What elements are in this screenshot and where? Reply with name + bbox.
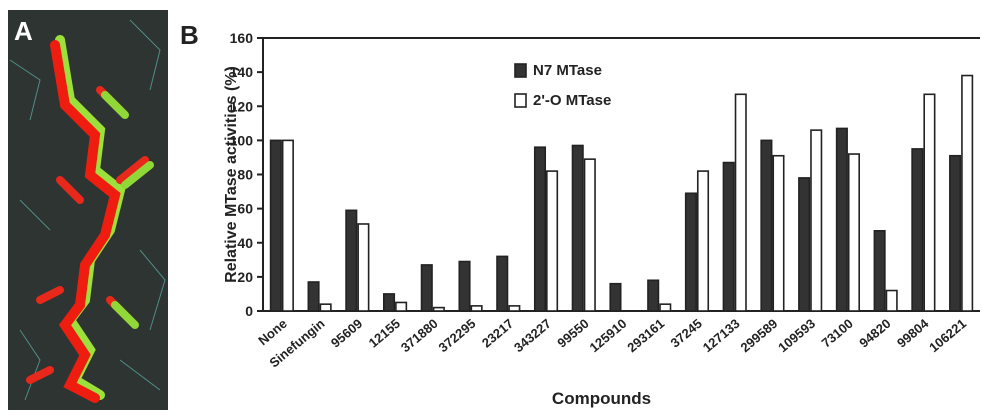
- bar: [459, 262, 469, 311]
- x-tick-label: 99550: [554, 316, 591, 351]
- y-tick-label: 0: [245, 303, 253, 319]
- x-tick-label: 37245: [668, 316, 705, 351]
- bar: [799, 178, 809, 311]
- bar: [471, 306, 481, 311]
- x-tick-label: 343227: [511, 316, 554, 355]
- bar: [358, 224, 368, 311]
- x-tick-label: 371880: [398, 316, 441, 355]
- bar: [686, 193, 696, 311]
- bar: [837, 128, 847, 311]
- bar: [886, 291, 896, 311]
- bar: [547, 171, 557, 311]
- y-tick-label: 160: [230, 30, 254, 46]
- panel-label: A: [14, 16, 33, 46]
- x-tick-label: 95609: [328, 316, 365, 351]
- bar: [384, 294, 394, 311]
- x-tick-label: 372295: [436, 316, 479, 355]
- x-tick-label: 73100: [819, 316, 856, 351]
- bar: [723, 163, 733, 311]
- panel-label: B: [180, 20, 199, 50]
- bar: [962, 76, 972, 311]
- bar: [572, 145, 582, 311]
- y-axis-title: Relative MTase activities (%): [223, 66, 240, 283]
- x-tick-label: 23217: [479, 316, 516, 351]
- bar: [434, 308, 444, 311]
- bar: [308, 282, 318, 311]
- x-tick-label: 12155: [366, 316, 403, 351]
- bar: [698, 171, 708, 311]
- x-tick-label: 293161: [624, 316, 667, 355]
- bar: [660, 304, 670, 311]
- bar: [950, 156, 960, 311]
- x-tick-label: 109593: [775, 316, 818, 355]
- x-tick-label: 299589: [737, 316, 780, 355]
- bar: [271, 140, 281, 311]
- x-tick-label: 94820: [856, 316, 893, 351]
- bar: [585, 159, 595, 311]
- bar: [320, 304, 330, 311]
- legend-swatch: [515, 94, 526, 107]
- bar: [924, 94, 934, 311]
- bar: [761, 140, 771, 311]
- bar: [497, 256, 507, 311]
- bar: [811, 130, 821, 311]
- legend-label: N7 MTase: [533, 62, 602, 79]
- bar: [610, 284, 620, 311]
- panel-a-image: A: [8, 10, 168, 410]
- bar: [912, 149, 922, 311]
- bar: [396, 302, 406, 311]
- figure: A B 020406080100120140160NoneSinefungin9…: [0, 0, 982, 410]
- x-tick-label: 125910: [587, 316, 630, 355]
- x-tick-label: 106221: [926, 316, 969, 355]
- bar: [346, 210, 356, 311]
- bar: [648, 280, 658, 311]
- bar: [535, 147, 545, 311]
- bar: [422, 265, 432, 311]
- bar: [849, 154, 859, 311]
- legend-swatch: [515, 64, 526, 77]
- bar: [736, 94, 746, 311]
- bar: [874, 231, 884, 311]
- x-axis-title: Compounds: [552, 389, 651, 408]
- x-tick-label: 127133: [700, 316, 743, 355]
- bar: [509, 306, 519, 311]
- legend-label: 2'-O MTase: [533, 92, 611, 109]
- bar: [283, 140, 293, 311]
- bar: [773, 156, 783, 311]
